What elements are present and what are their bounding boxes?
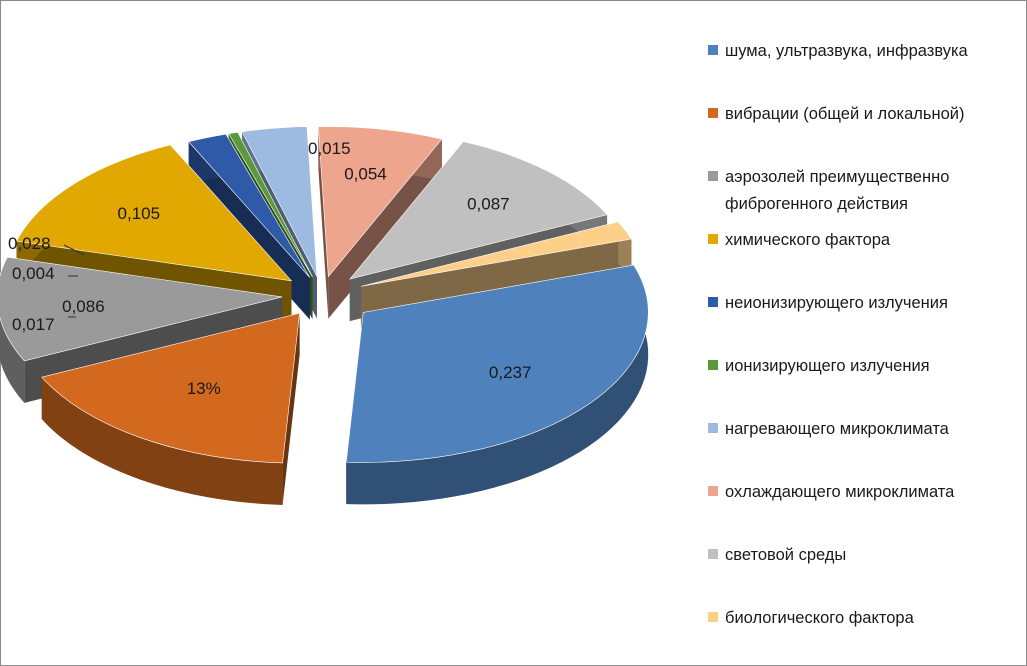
data-label: 0,086 xyxy=(62,297,105,316)
data-label: 0,087 xyxy=(467,195,510,214)
data-label: 0,015 xyxy=(308,139,351,158)
slice-top-face xyxy=(241,126,318,277)
legend-label: световой среды xyxy=(725,546,846,564)
legend-swatch xyxy=(708,360,718,370)
slice-side-face xyxy=(282,313,300,505)
data-labels: 0,237 13% 0,086 0,105 0,017 0,004 0,028 0,054 0,… xyxy=(8,139,531,398)
legend-label: ионизирующего излучения xyxy=(725,357,930,375)
slice-top-face xyxy=(0,256,283,362)
data-label: 0,017 xyxy=(12,315,55,334)
slice-side-face xyxy=(318,126,329,319)
data-label: 0,237 xyxy=(489,363,532,382)
data-label: 13% xyxy=(187,379,221,398)
legend-swatch xyxy=(708,297,718,307)
slice-top-face xyxy=(188,133,311,278)
leader-line xyxy=(63,244,85,256)
legend-label: шума, ультразвука, инфразвука xyxy=(725,42,969,60)
pie-slice xyxy=(345,264,649,505)
legend-swatch xyxy=(708,45,718,55)
legend-label: аэрозолей преимущественно xyxy=(725,168,949,186)
data-label: 0,028 xyxy=(8,234,51,253)
slice-top-face xyxy=(345,264,649,463)
legend-swatch xyxy=(708,612,718,622)
slice-outer-face xyxy=(41,377,283,505)
data-label: 0,004 xyxy=(12,264,55,283)
legend-swatch xyxy=(708,171,718,181)
legend-swatch xyxy=(708,234,718,244)
legend-label: неионизирующего излучения xyxy=(725,294,948,312)
legend-swatch xyxy=(708,423,718,433)
legend-label: биологического фактора xyxy=(725,609,915,627)
legend-label: фиброгенного действия xyxy=(725,195,908,213)
slice-top-face xyxy=(360,221,632,287)
legend-swatch xyxy=(708,486,718,496)
data-label: 0,105 xyxy=(118,204,161,223)
legend-label: вибрации (общей и локальной) xyxy=(725,105,965,123)
slice-top-face xyxy=(318,126,443,278)
slice-top-face xyxy=(228,131,313,278)
slice-top-face xyxy=(41,312,300,464)
legend-label: охлаждающего микроклимата xyxy=(725,483,955,501)
legend: шума, ультразвука, инфразвука вибрации (о… xyxy=(708,42,969,627)
slice-outer-face xyxy=(346,265,649,505)
pie-slices xyxy=(0,126,649,505)
pie-slice xyxy=(41,312,300,505)
legend-label: химического фактора xyxy=(725,231,891,249)
legend-swatch xyxy=(708,549,718,559)
slice-top-face xyxy=(348,141,608,280)
legend-swatch xyxy=(708,108,718,118)
legend-label: нагревающего микроклимата xyxy=(725,420,950,438)
data-label: 0,054 xyxy=(344,164,387,183)
slice-top-face xyxy=(16,144,293,282)
